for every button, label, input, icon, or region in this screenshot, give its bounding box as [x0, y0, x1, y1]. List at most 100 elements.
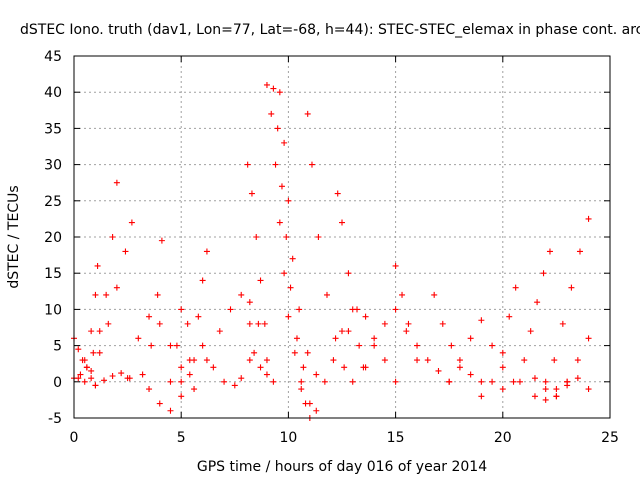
data-point — [231, 382, 238, 389]
series-arc — [146, 371, 193, 414]
series-arc — [199, 320, 262, 389]
x-tick-label: 20 — [494, 430, 512, 446]
data-point — [246, 320, 253, 327]
data-point — [92, 291, 99, 298]
data-point — [227, 306, 234, 313]
data-point — [263, 371, 270, 378]
data-point — [499, 364, 506, 371]
data-point — [356, 342, 363, 349]
plot-frame — [73, 55, 611, 419]
data-point — [448, 342, 455, 349]
data-point — [255, 320, 262, 327]
chart-title: dSTEC Iono. truth (dav1, Lon=77, Lat=-68… — [20, 22, 640, 38]
data-point — [551, 357, 558, 364]
data-point — [478, 393, 485, 400]
series-arc — [246, 320, 277, 385]
data-point — [315, 234, 322, 240]
data-point — [446, 378, 453, 385]
data-point — [308, 161, 315, 168]
data-point — [92, 382, 99, 389]
data-point — [585, 335, 592, 342]
data-point — [248, 190, 255, 197]
x-tick-label: 25 — [601, 430, 619, 446]
data-point — [531, 393, 538, 400]
data-point — [261, 320, 268, 327]
data-point — [199, 277, 206, 284]
y-tick-label: 5 — [53, 339, 62, 355]
data-point — [251, 349, 258, 356]
data-point — [553, 393, 560, 400]
data-point — [203, 357, 210, 364]
y-tick-label: 35 — [44, 121, 62, 137]
series-arc — [298, 328, 345, 421]
data-point — [94, 262, 101, 269]
series-arc — [270, 85, 307, 371]
data-point — [534, 299, 541, 306]
series-arc — [510, 248, 553, 385]
y-tick-label: -5 — [48, 411, 62, 427]
data-point — [296, 306, 303, 313]
data-point — [478, 317, 485, 324]
series-arc — [478, 284, 519, 400]
data-point — [516, 378, 523, 385]
data-point — [113, 284, 120, 291]
data-point — [330, 357, 337, 364]
data-point — [276, 219, 283, 226]
data-point — [244, 161, 251, 168]
data-point — [467, 335, 474, 342]
data-point — [564, 378, 571, 385]
data-point — [210, 364, 217, 371]
data-point — [203, 248, 210, 255]
data-point — [146, 313, 153, 320]
data-point — [542, 396, 549, 403]
data-point — [178, 378, 185, 385]
series-arc — [499, 375, 571, 400]
y-tick-label: 15 — [44, 266, 62, 282]
series-arc — [531, 375, 592, 403]
data-point — [274, 125, 281, 132]
data-point — [349, 378, 356, 385]
series-arc — [304, 110, 348, 371]
series-arc — [191, 291, 253, 393]
data-point — [83, 364, 90, 371]
data-point — [88, 367, 95, 374]
data-point — [431, 291, 438, 298]
data-point — [467, 371, 474, 378]
data-point — [90, 349, 97, 356]
data-point — [439, 320, 446, 327]
data-point — [345, 270, 352, 277]
data-point — [257, 277, 264, 284]
data-point — [553, 386, 560, 393]
data-point — [96, 349, 103, 356]
data-point — [109, 373, 116, 380]
y-tick-label: 40 — [44, 85, 62, 101]
data-point — [405, 320, 412, 327]
series-arc — [431, 291, 485, 385]
data-point — [293, 335, 300, 342]
data-point — [478, 378, 485, 385]
y-tick-label: 0 — [53, 375, 62, 391]
x-tick-label: 10 — [279, 430, 297, 446]
data-point — [109, 234, 116, 240]
data-point — [489, 378, 496, 385]
data-point — [81, 357, 88, 364]
data-point — [546, 248, 553, 255]
data-point — [392, 378, 399, 385]
series-arc — [126, 313, 185, 382]
data-point — [414, 342, 421, 349]
data-point — [158, 237, 165, 244]
data-point — [113, 179, 120, 186]
data-point — [371, 335, 378, 342]
data-point — [313, 407, 320, 414]
data-point — [167, 407, 174, 414]
data-point — [298, 386, 305, 393]
data-point — [178, 306, 185, 313]
data-point — [167, 378, 174, 385]
data-point — [302, 400, 309, 407]
data-point — [559, 320, 566, 327]
x-tick-label: 15 — [387, 430, 405, 446]
data-point — [512, 284, 519, 291]
data-point — [345, 328, 352, 335]
x-tick-label: 0 — [70, 430, 79, 446]
data-point — [456, 357, 463, 364]
